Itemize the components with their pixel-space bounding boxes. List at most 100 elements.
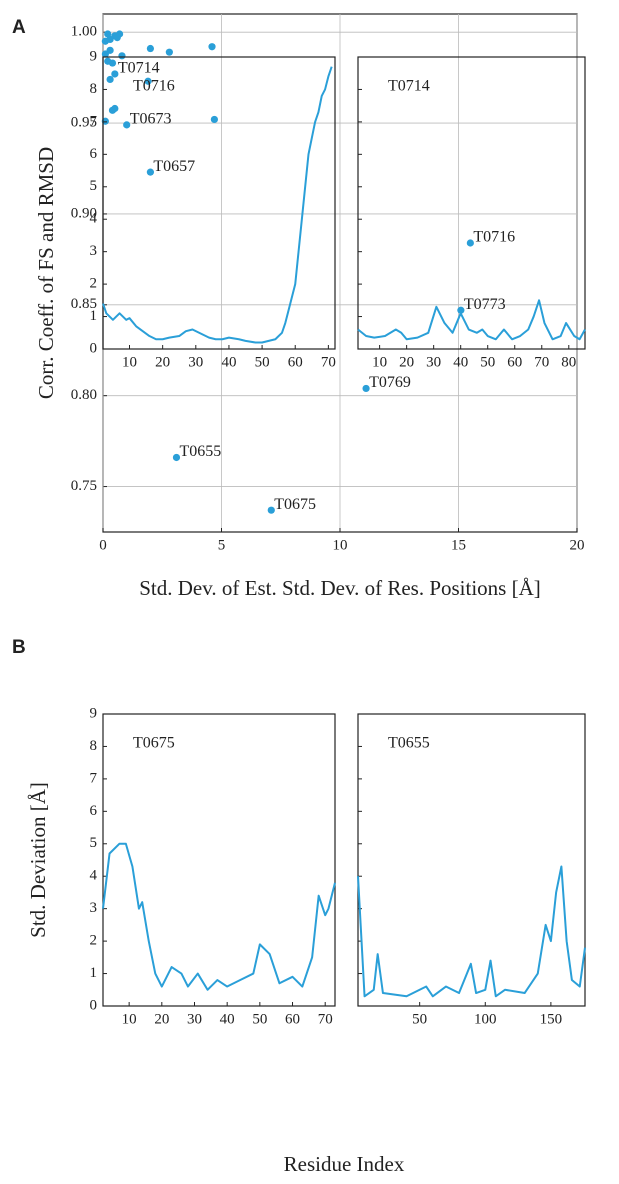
- y-tick-label: 3: [90, 900, 98, 916]
- data-line: [102, 842, 336, 991]
- y-tick-label: 0.75: [71, 478, 97, 494]
- scatter-point: [208, 43, 216, 51]
- y-tick-label: 0.95: [71, 114, 97, 130]
- point-annotation: T0673: [130, 111, 172, 128]
- x-tick-label: 15: [451, 537, 466, 553]
- scatter-point: [104, 30, 112, 38]
- y-tick-label: 5: [90, 178, 98, 194]
- y-tick-label: 2: [90, 933, 98, 949]
- plot-frame: [357, 56, 586, 350]
- scatter-point: [165, 48, 173, 56]
- data-line: [357, 865, 586, 998]
- y-tick-label: 0.90: [71, 205, 97, 221]
- x-tick-label: 70: [321, 354, 336, 370]
- scatter-point: [118, 52, 126, 60]
- scatter-point: [101, 50, 109, 58]
- plot-frame: [357, 713, 586, 1007]
- x-tick-label: 10: [372, 354, 387, 370]
- x-tick-label: 60: [288, 354, 303, 370]
- point-annotation: T0769: [369, 374, 411, 391]
- y-tick-label: 4: [90, 868, 98, 884]
- y-tick-label: 0.85: [71, 296, 97, 312]
- x-tick-label: 60: [507, 354, 522, 370]
- x-tick-label: 5: [218, 537, 226, 553]
- scatter-point: [267, 506, 275, 514]
- x-tick-label: 100: [474, 1011, 497, 1027]
- point-annotation: T0655: [179, 443, 221, 460]
- y-tick-label: 5: [90, 835, 98, 851]
- y-tick-label: 8: [90, 81, 98, 97]
- x-tick-label: 20: [570, 537, 585, 553]
- x-tick-label: 0: [99, 537, 107, 553]
- x-tick-label: 20: [155, 354, 170, 370]
- panel-title: T0655: [388, 735, 430, 752]
- x-tick-label: 50: [252, 1011, 267, 1027]
- scatter-point: [146, 168, 154, 176]
- x-tick-label: 80: [561, 354, 576, 370]
- scatter-point: [113, 34, 121, 42]
- y-tick-label: 0.80: [71, 387, 97, 403]
- scatter-point: [146, 44, 154, 53]
- plot-frame: [102, 56, 336, 350]
- y-tick-label: 0: [90, 997, 98, 1013]
- scatter-point: [144, 77, 152, 85]
- x-tick-label: 40: [453, 354, 468, 370]
- y-axis-label: Corr. Coeff. of FS and RMSD: [34, 147, 58, 399]
- x-tick-label: 70: [534, 354, 549, 370]
- scatter-point: [466, 239, 474, 247]
- x-tick-label: 20: [399, 354, 414, 370]
- y-tick-label: 0: [90, 340, 98, 356]
- scatter-point: [104, 57, 112, 65]
- x-tick-label: 10: [122, 1011, 137, 1027]
- y-tick-label: 7: [90, 113, 98, 129]
- scatter-point: [210, 115, 218, 124]
- x-axis-label: Residue Index: [284, 1152, 405, 1176]
- x-tick-label: 50: [412, 1011, 427, 1027]
- panel-title: T0714: [388, 78, 430, 95]
- y-tick-label: 6: [90, 146, 98, 162]
- x-axis-label: Std. Dev. of Est. Std. Dev. of Res. Posi…: [139, 576, 541, 600]
- y-tick-label: 1.00: [71, 24, 97, 40]
- data-line: [102, 66, 333, 344]
- y-tick-label: 4: [90, 211, 98, 227]
- y-tick-label: 1: [90, 965, 98, 981]
- scatter-point: [457, 306, 465, 314]
- scatter-point: [172, 453, 181, 462]
- point-annotation: T0657: [153, 158, 195, 175]
- data-line: [357, 299, 586, 341]
- x-tick-label: 50: [255, 354, 270, 370]
- x-tick-label: 60: [285, 1011, 300, 1027]
- x-tick-label: 10: [122, 354, 137, 370]
- panel-title: T0675: [133, 735, 175, 752]
- scatter-point: [123, 121, 131, 129]
- scatter-point: [108, 106, 117, 114]
- y-tick-label: 3: [90, 243, 98, 259]
- y-tick-label: 1: [90, 308, 98, 324]
- x-tick-label: 150: [540, 1011, 563, 1027]
- y-tick-label: 6: [90, 803, 98, 819]
- x-tick-label: 30: [426, 354, 441, 370]
- point-annotation: T0773: [464, 296, 506, 313]
- y-tick-label: 9: [90, 48, 98, 64]
- x-tick-label: 10: [333, 537, 348, 553]
- y-axis-label: Std. Deviation [Å]: [26, 782, 50, 938]
- scatter-point: [362, 384, 370, 393]
- y-tick-label: 2: [90, 276, 98, 292]
- panel-title: T0716: [133, 78, 175, 95]
- point-annotation: T0716: [473, 229, 515, 246]
- scatter-point: [101, 37, 109, 45]
- point-annotation: T0714: [118, 60, 160, 77]
- y-tick-label: 9: [90, 705, 98, 721]
- plot-frame: [102, 713, 336, 1007]
- x-tick-label: 30: [187, 1011, 202, 1027]
- x-tick-label: 40: [221, 354, 236, 370]
- point-annotation: T0675: [274, 496, 316, 513]
- x-tick-label: 30: [188, 354, 203, 370]
- x-tick-label: 20: [154, 1011, 169, 1027]
- scatter-point: [111, 70, 119, 78]
- x-tick-label: 50: [480, 354, 495, 370]
- y-tick-label: 8: [90, 738, 98, 754]
- x-tick-label: 40: [220, 1011, 235, 1027]
- panel-label: B: [12, 637, 26, 658]
